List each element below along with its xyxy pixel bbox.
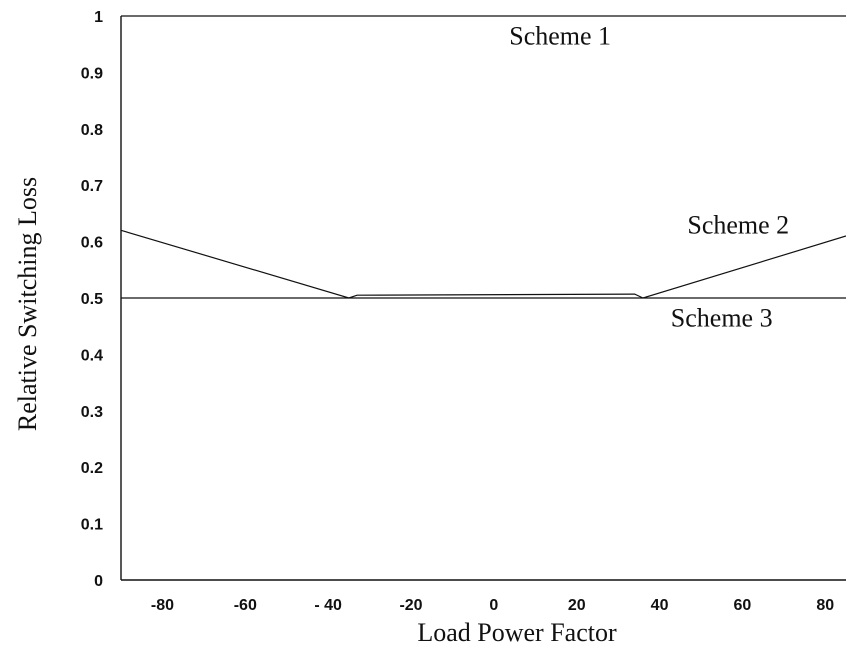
y-tick-label: 0 bbox=[94, 573, 103, 590]
y-tick-label: 1 bbox=[94, 9, 103, 26]
annotation-scheme-2: Scheme 2 bbox=[687, 211, 789, 240]
x-tick-label: -20 bbox=[399, 597, 422, 614]
x-tick-label: - 40 bbox=[314, 597, 342, 614]
plot-lines bbox=[120, 15, 846, 299]
x-axis-title: Load Power Factor bbox=[417, 618, 617, 645]
y-tick-label: 0.8 bbox=[81, 122, 103, 139]
y-tick-label: 0.1 bbox=[81, 517, 103, 534]
y-tick-label: 0.9 bbox=[81, 65, 103, 82]
x-tick-label: 80 bbox=[816, 597, 834, 614]
y-tick-labels: 0 0.1 0.2 0.3 0.4 0.5 0.6 0.7 0.8 0.9 1 bbox=[81, 9, 103, 590]
annotation-scheme-3: Scheme 3 bbox=[671, 304, 773, 333]
annotation-scheme-1: Scheme 1 bbox=[509, 22, 611, 51]
x-tick-labels: -80 -60 - 40 -20 0 20 40 60 80 bbox=[151, 597, 834, 614]
series-line-scheme-2 bbox=[120, 229, 846, 299]
y-tick-label: 0.4 bbox=[81, 347, 103, 364]
x-tick-label: -60 bbox=[234, 597, 257, 614]
x-tick-label: 40 bbox=[651, 597, 669, 614]
y-axis-title: Relative Switching Loss bbox=[13, 177, 42, 431]
y-tick-label: 0.2 bbox=[81, 460, 103, 477]
x-tick-label: -80 bbox=[151, 597, 174, 614]
series-annotations: Scheme 1 Scheme 2 Scheme 3 bbox=[509, 22, 789, 333]
axes bbox=[120, 16, 846, 581]
y-tick-label: 0.7 bbox=[81, 178, 103, 195]
y-tick-label: 0.6 bbox=[81, 235, 103, 252]
x-tick-label: 20 bbox=[568, 597, 586, 614]
x-tick-label: 60 bbox=[734, 597, 752, 614]
y-tick-label: 0.5 bbox=[81, 291, 103, 308]
x-tick-label: 0 bbox=[489, 597, 498, 614]
y-tick-label: 0.3 bbox=[81, 404, 103, 421]
